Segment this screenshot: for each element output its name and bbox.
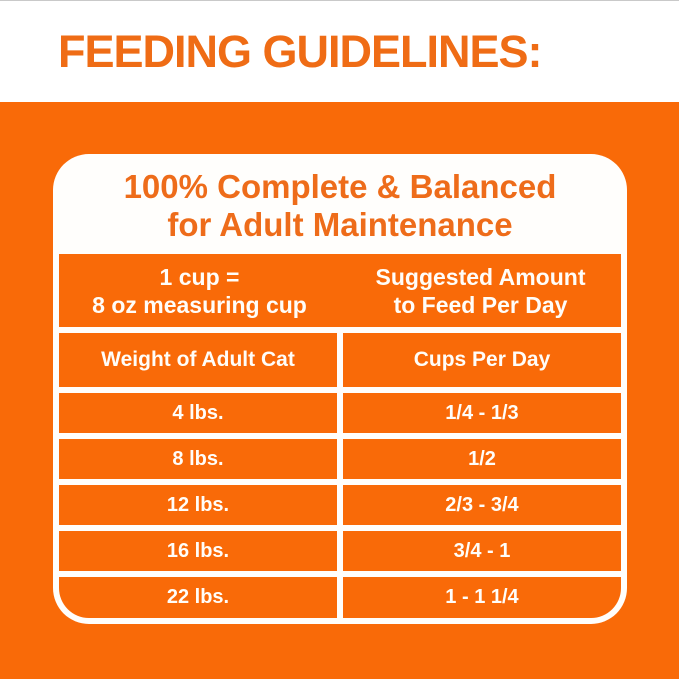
- table-header-row: Weight of Adult Cat Cups Per Day: [59, 333, 621, 387]
- weight-cell: 8 lbs.: [59, 439, 337, 479]
- orange-background: 100% Complete & Balanced for Adult Maint…: [0, 102, 679, 679]
- title-bar: FEEDING GUIDELINES:: [0, 1, 679, 102]
- weight-cell: 12 lbs.: [59, 485, 337, 525]
- table-row: 22 lbs. 1 - 1 1/4: [59, 577, 621, 618]
- weight-cell: 22 lbs.: [59, 577, 337, 618]
- weight-cell: 4 lbs.: [59, 393, 337, 433]
- table-row: 16 lbs. 3/4 - 1: [59, 531, 621, 571]
- cup-measure-line2: 8 oz measuring cup: [92, 291, 307, 318]
- cups-cell: 2/3 - 3/4: [343, 485, 621, 525]
- cups-cell: 3/4 - 1: [343, 531, 621, 571]
- page-title: FEEDING GUIDELINES:: [58, 25, 543, 77]
- suggested-amount-line1: Suggested Amount: [375, 263, 586, 290]
- column-header-weight: Weight of Adult Cat: [59, 333, 337, 387]
- table-row: 4 lbs. 1/4 - 1/3: [59, 393, 621, 433]
- column-header-cups: Cups Per Day: [343, 333, 621, 387]
- cup-measure-note: 1 cup = 8 oz measuring cup: [59, 263, 340, 319]
- weight-cell: 16 lbs.: [59, 531, 337, 571]
- guidelines-table: 1 cup = 8 oz measuring cup Suggested Amo…: [53, 254, 627, 624]
- suggested-amount-line2: to Feed Per Day: [393, 291, 568, 318]
- table-row: 8 lbs. 1/2: [59, 439, 621, 479]
- cups-cell: 1/2: [343, 439, 621, 479]
- info-band: 1 cup = 8 oz measuring cup Suggested Amo…: [59, 254, 621, 327]
- cup-measure-line1: 1 cup =: [159, 263, 240, 290]
- table-row: 12 lbs. 2/3 - 3/4: [59, 485, 621, 525]
- suggested-amount-note: Suggested Amount to Feed Per Day: [340, 263, 621, 319]
- card-heading: 100% Complete & Balanced for Adult Maint…: [53, 154, 627, 254]
- cups-cell: 1/4 - 1/3: [343, 393, 621, 433]
- cups-cell: 1 - 1 1/4: [343, 577, 621, 618]
- card-heading-line2: for Adult Maintenance: [167, 206, 513, 243]
- card-heading-line1: 100% Complete & Balanced: [123, 168, 557, 205]
- guidelines-card: 100% Complete & Balanced for Adult Maint…: [53, 154, 627, 624]
